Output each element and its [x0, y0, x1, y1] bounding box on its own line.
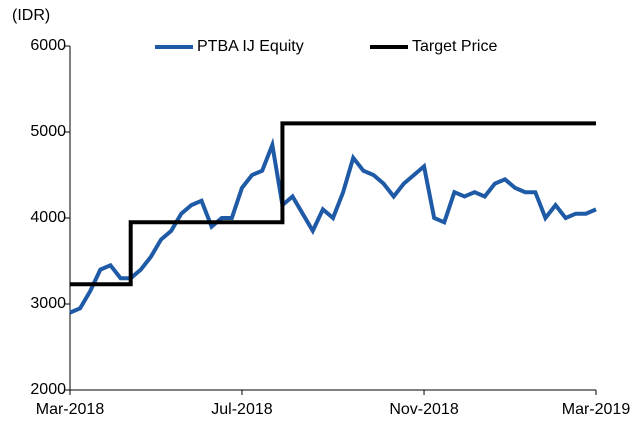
x-tick-label: Mar-2018 [36, 401, 105, 418]
legend-label: Target Price [412, 38, 497, 55]
x-tick-label: Mar-2019 [562, 401, 631, 418]
y-tick-label: 6000 [30, 37, 66, 54]
series-line [69, 137, 597, 315]
y-tick-label: 3000 [30, 295, 66, 312]
series-line [70, 121, 596, 287]
y-unit-label: (IDR) [12, 7, 50, 24]
x-tick-label: Nov-2018 [389, 401, 458, 418]
y-tick-label: 4000 [30, 209, 66, 226]
y-tick-label: 2000 [30, 381, 66, 398]
y-tick-label: 5000 [30, 123, 66, 140]
x-tick-label: Jul-2018 [211, 401, 272, 418]
legend-label: PTBA IJ Equity [197, 38, 304, 55]
